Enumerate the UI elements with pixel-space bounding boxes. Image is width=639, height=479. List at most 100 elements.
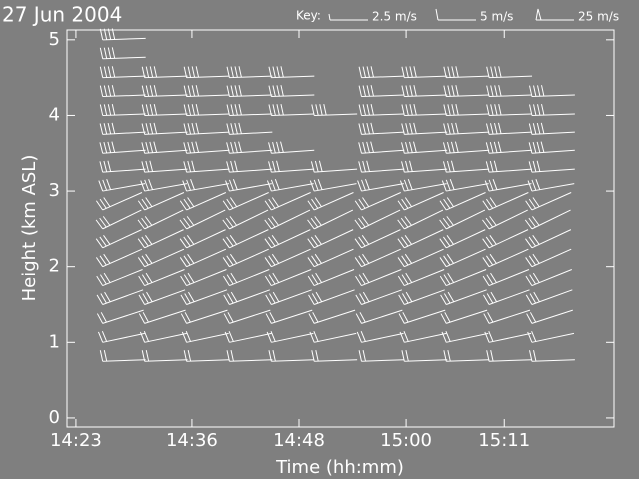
wind-barb [226,122,273,135]
wind-barb [307,209,354,230]
wind-barb [183,122,230,135]
wind-barb [268,104,315,116]
wind-barb [138,289,186,305]
wind-barb [399,179,447,192]
wind-barb [99,141,146,154]
wind-barb [95,192,143,211]
wind-barb [308,289,355,305]
wind-barb [401,66,448,79]
wind-barb [397,209,444,230]
key-barb [435,8,476,21]
wind-barb [222,248,269,268]
x-tick-label: 14:36 [166,430,218,451]
wind-barb [226,66,273,79]
wind-barb [524,209,571,230]
wind-barb [137,248,185,268]
wind-barb [266,330,314,343]
wind-barb [443,122,490,135]
wind-barb [482,209,528,230]
wind-barb [439,192,486,211]
wind-barb [99,85,146,98]
wind-barb [442,141,490,154]
wind-barb [141,350,188,362]
wind-barb [483,289,530,305]
wind-barb [443,350,490,362]
plot-frame [66,29,615,428]
wind-barb [180,309,228,324]
wind-barb [355,309,403,324]
wind-barb [139,330,187,343]
wind-barb [486,122,533,135]
wind-barb [439,209,486,230]
wind-barb [222,192,269,211]
chart-title: 27 Jun 2004 [2,3,122,27]
wind-barb [264,248,311,268]
wind-barb [357,179,404,192]
wind-barb [311,350,358,362]
wind-barb [529,104,575,116]
wind-barb [224,330,272,343]
wind-barb [355,269,402,287]
wind-barb [222,229,269,249]
wind-barb [486,85,533,98]
wind-barb [179,229,226,249]
wind-barb [358,141,405,154]
wind-barb [223,269,270,287]
wind-barb [138,269,185,287]
wind-barb [180,289,228,305]
y-tick-label: 2 [49,256,60,277]
wind-barb [180,269,227,287]
wind-barb [95,248,143,268]
wind-barb [525,229,572,249]
wind-barb [268,160,315,173]
wind-barb [265,289,312,305]
wind-barb [443,104,490,116]
wind-barb [354,209,401,230]
wind-barb [179,209,226,230]
wind-barb [141,66,188,79]
wind-barb [226,350,273,362]
wind-barb [99,160,146,173]
wind-barb [97,330,145,343]
wind-barb [183,85,230,98]
wind-barb [401,160,448,173]
wind-barb [141,122,188,135]
wind-barb [401,104,448,116]
wind-barb [354,229,401,249]
wind-barb [138,309,186,324]
wind-barb [486,66,533,79]
wind-barb [268,350,315,362]
wind-barb [183,141,230,154]
wind-barb [140,179,188,192]
wind-barb [398,289,445,305]
wind-barb [264,192,311,211]
x-tick-label: 15:00 [380,430,432,451]
wind-barb [141,141,188,154]
wind-barb [525,269,572,287]
wind-barb [441,179,489,192]
wind-barb [525,289,573,305]
wind-barb [528,141,575,154]
wind-barb [440,309,488,324]
wind-barb [223,309,271,324]
x-tick-label: 14:23 [50,430,102,451]
wind-barb [401,122,448,135]
wind-barb [181,330,229,343]
key-label: 25 m/s [578,10,619,24]
wind-barb [137,192,185,211]
wind-barb [484,179,532,192]
wind-barb [264,269,312,287]
wind-barb [96,269,143,287]
wind-barb [264,209,311,230]
wind-barb [307,192,354,211]
wind-barb [442,160,490,173]
wind-barb [399,330,447,343]
wind-barb [266,179,314,192]
wind-barb [137,209,184,230]
wind-barb [358,85,405,98]
wind-barb [398,309,446,324]
wind-barb [397,229,444,249]
key-barb [535,8,574,21]
wind-barb [527,179,575,192]
